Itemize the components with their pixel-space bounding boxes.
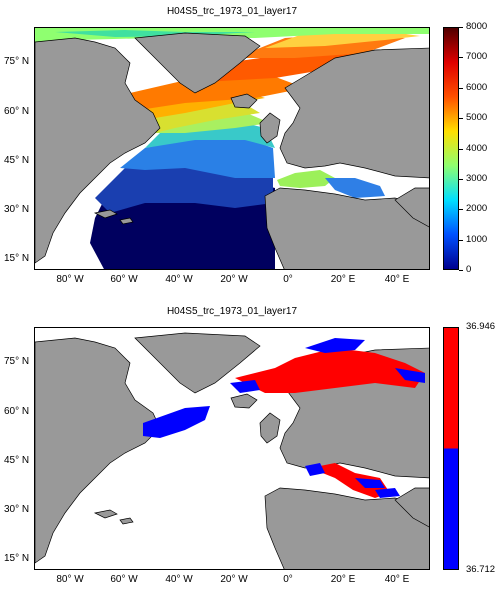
lat-label-45n: 45° N [4, 455, 30, 466]
lon-label-0: 0° [283, 574, 293, 585]
colorbar-tick-mark [459, 148, 463, 150]
lat-label-75n: 75° N [4, 356, 30, 367]
lon-label-40w: 40° W [165, 274, 193, 285]
lat-label-30n: 30° N [4, 204, 30, 215]
colorbar-tick-label: 6000 [466, 81, 488, 93]
colorbar-tick-mark [459, 87, 463, 89]
colorbar-tick-mark [459, 27, 463, 28]
lon-label-60w: 60° W [110, 274, 138, 285]
lon-label-20e: 20° E [330, 274, 356, 285]
landmass [35, 32, 429, 269]
colorbar-tick-mark [459, 178, 463, 180]
colorbar-tick-label: 36.712 [466, 564, 496, 575]
top-map-panel: H04S5_trc_1973_01_layer17 [4, 6, 488, 285]
map-title: H04S5_trc_1973_01_layer17 [166, 306, 298, 317]
colorbar-tick-label: 3000 [466, 172, 488, 184]
colorbar-tick-label: 2000 [466, 203, 488, 215]
colorbar [443, 327, 459, 570]
lat-label-60n: 60° N [4, 106, 30, 117]
lat-label-45n: 45° N [4, 155, 30, 166]
lat-label-15n: 15° N [4, 253, 30, 264]
colorbar-tick-mark [459, 118, 463, 120]
lon-label-40e: 40° E [384, 274, 410, 285]
tracer-classes [143, 338, 425, 498]
lon-label-20e: 20° E [330, 574, 356, 585]
lon-label-40e: 40° E [384, 574, 410, 585]
colorbar-tick-mark [459, 270, 463, 271]
lon-label-40w: 40° W [165, 574, 193, 585]
colorbar-tick-label: 8000 [466, 21, 488, 32]
map-title: H04S5_trc_1973_01_layer17 [166, 6, 298, 17]
colorbar-tick-mark [459, 57, 463, 59]
lat-label-75n: 75° N [4, 56, 30, 67]
colorbar-tick-label: 1000 [466, 233, 488, 245]
lon-label-20w: 20° W [220, 574, 248, 585]
map-area [34, 27, 430, 270]
colorbar-tick-label: 5000 [466, 112, 488, 124]
map-area [34, 327, 430, 570]
lon-label-80w: 80° W [56, 274, 84, 285]
lon-label-80w: 80° W [56, 574, 84, 585]
lon-label-60w: 60° W [110, 574, 138, 585]
lat-label-30n: 30° N [4, 504, 30, 515]
colorbar [443, 27, 459, 270]
lon-label-0: 0° [283, 274, 293, 285]
lon-label-20w: 20° W [220, 274, 248, 285]
colorbar-tick-label: 7000 [466, 51, 488, 63]
colorbar-tick-label: 0 [466, 264, 472, 275]
colorbar-tick-mark [459, 209, 463, 211]
colorbar-tick-mark [459, 239, 463, 241]
lat-label-15n: 15° N [4, 553, 30, 564]
lat-label-60n: 60° N [4, 406, 30, 417]
bottom-map-panel: H04S5_trc_1973_01_layer17 [0, 300, 500, 600]
colorbar-tick-label: 36.946 [466, 321, 496, 332]
colorbar-tick-label: 4000 [466, 142, 488, 154]
